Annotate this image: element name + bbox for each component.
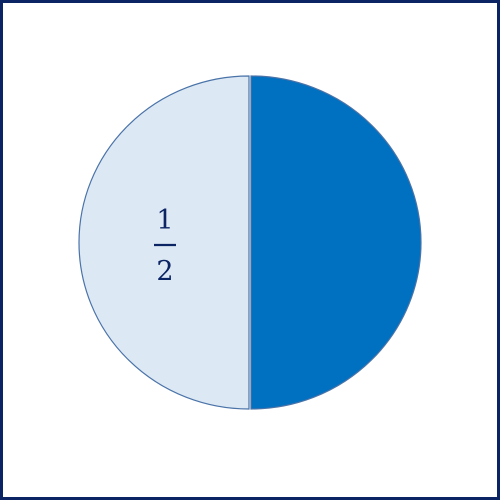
- unshaded-half: [78, 75, 250, 410]
- fraction-label: 1 2: [154, 205, 176, 287]
- fraction-denominator: 2: [156, 256, 173, 287]
- shaded-half: [250, 75, 422, 410]
- fraction-numerator: 1: [156, 205, 173, 236]
